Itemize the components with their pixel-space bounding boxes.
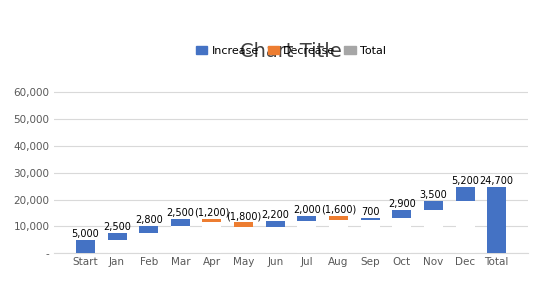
- Text: 24,700: 24,700: [480, 176, 514, 186]
- Text: (1,200): (1,200): [194, 208, 230, 218]
- Bar: [361, 220, 380, 253]
- Bar: [487, 187, 506, 253]
- Legend: Increase, Decrease, Total: Increase, Decrease, Total: [191, 41, 391, 60]
- Text: 700: 700: [361, 207, 379, 217]
- Text: 2,200: 2,200: [261, 210, 289, 220]
- Bar: [139, 226, 158, 233]
- Bar: [455, 187, 474, 201]
- Bar: [329, 220, 348, 253]
- Bar: [139, 233, 158, 253]
- Text: 5,000: 5,000: [71, 229, 99, 239]
- Bar: [392, 210, 411, 218]
- Text: 2,500: 2,500: [103, 222, 131, 232]
- Title: Chart Title: Chart Title: [240, 42, 342, 61]
- Bar: [234, 227, 253, 253]
- Bar: [108, 233, 127, 240]
- Bar: [171, 219, 190, 226]
- Bar: [298, 216, 317, 221]
- Bar: [265, 221, 285, 227]
- Bar: [202, 219, 221, 222]
- Bar: [455, 201, 474, 253]
- Bar: [234, 222, 253, 227]
- Bar: [424, 210, 443, 253]
- Bar: [298, 221, 317, 253]
- Text: 2,900: 2,900: [388, 199, 416, 209]
- Bar: [392, 218, 411, 253]
- Text: 2,000: 2,000: [293, 205, 321, 215]
- Bar: [424, 201, 443, 210]
- Text: 2,500: 2,500: [166, 208, 194, 218]
- Text: (1,800): (1,800): [226, 211, 261, 221]
- Text: 3,500: 3,500: [419, 190, 447, 200]
- Text: 5,200: 5,200: [451, 176, 479, 186]
- Bar: [265, 227, 285, 253]
- Text: 2,800: 2,800: [135, 215, 163, 225]
- Bar: [202, 222, 221, 253]
- Bar: [108, 240, 127, 253]
- Bar: [361, 218, 380, 220]
- Text: (1,600): (1,600): [321, 205, 356, 215]
- Bar: [171, 226, 190, 253]
- Bar: [76, 240, 95, 253]
- Bar: [329, 216, 348, 220]
